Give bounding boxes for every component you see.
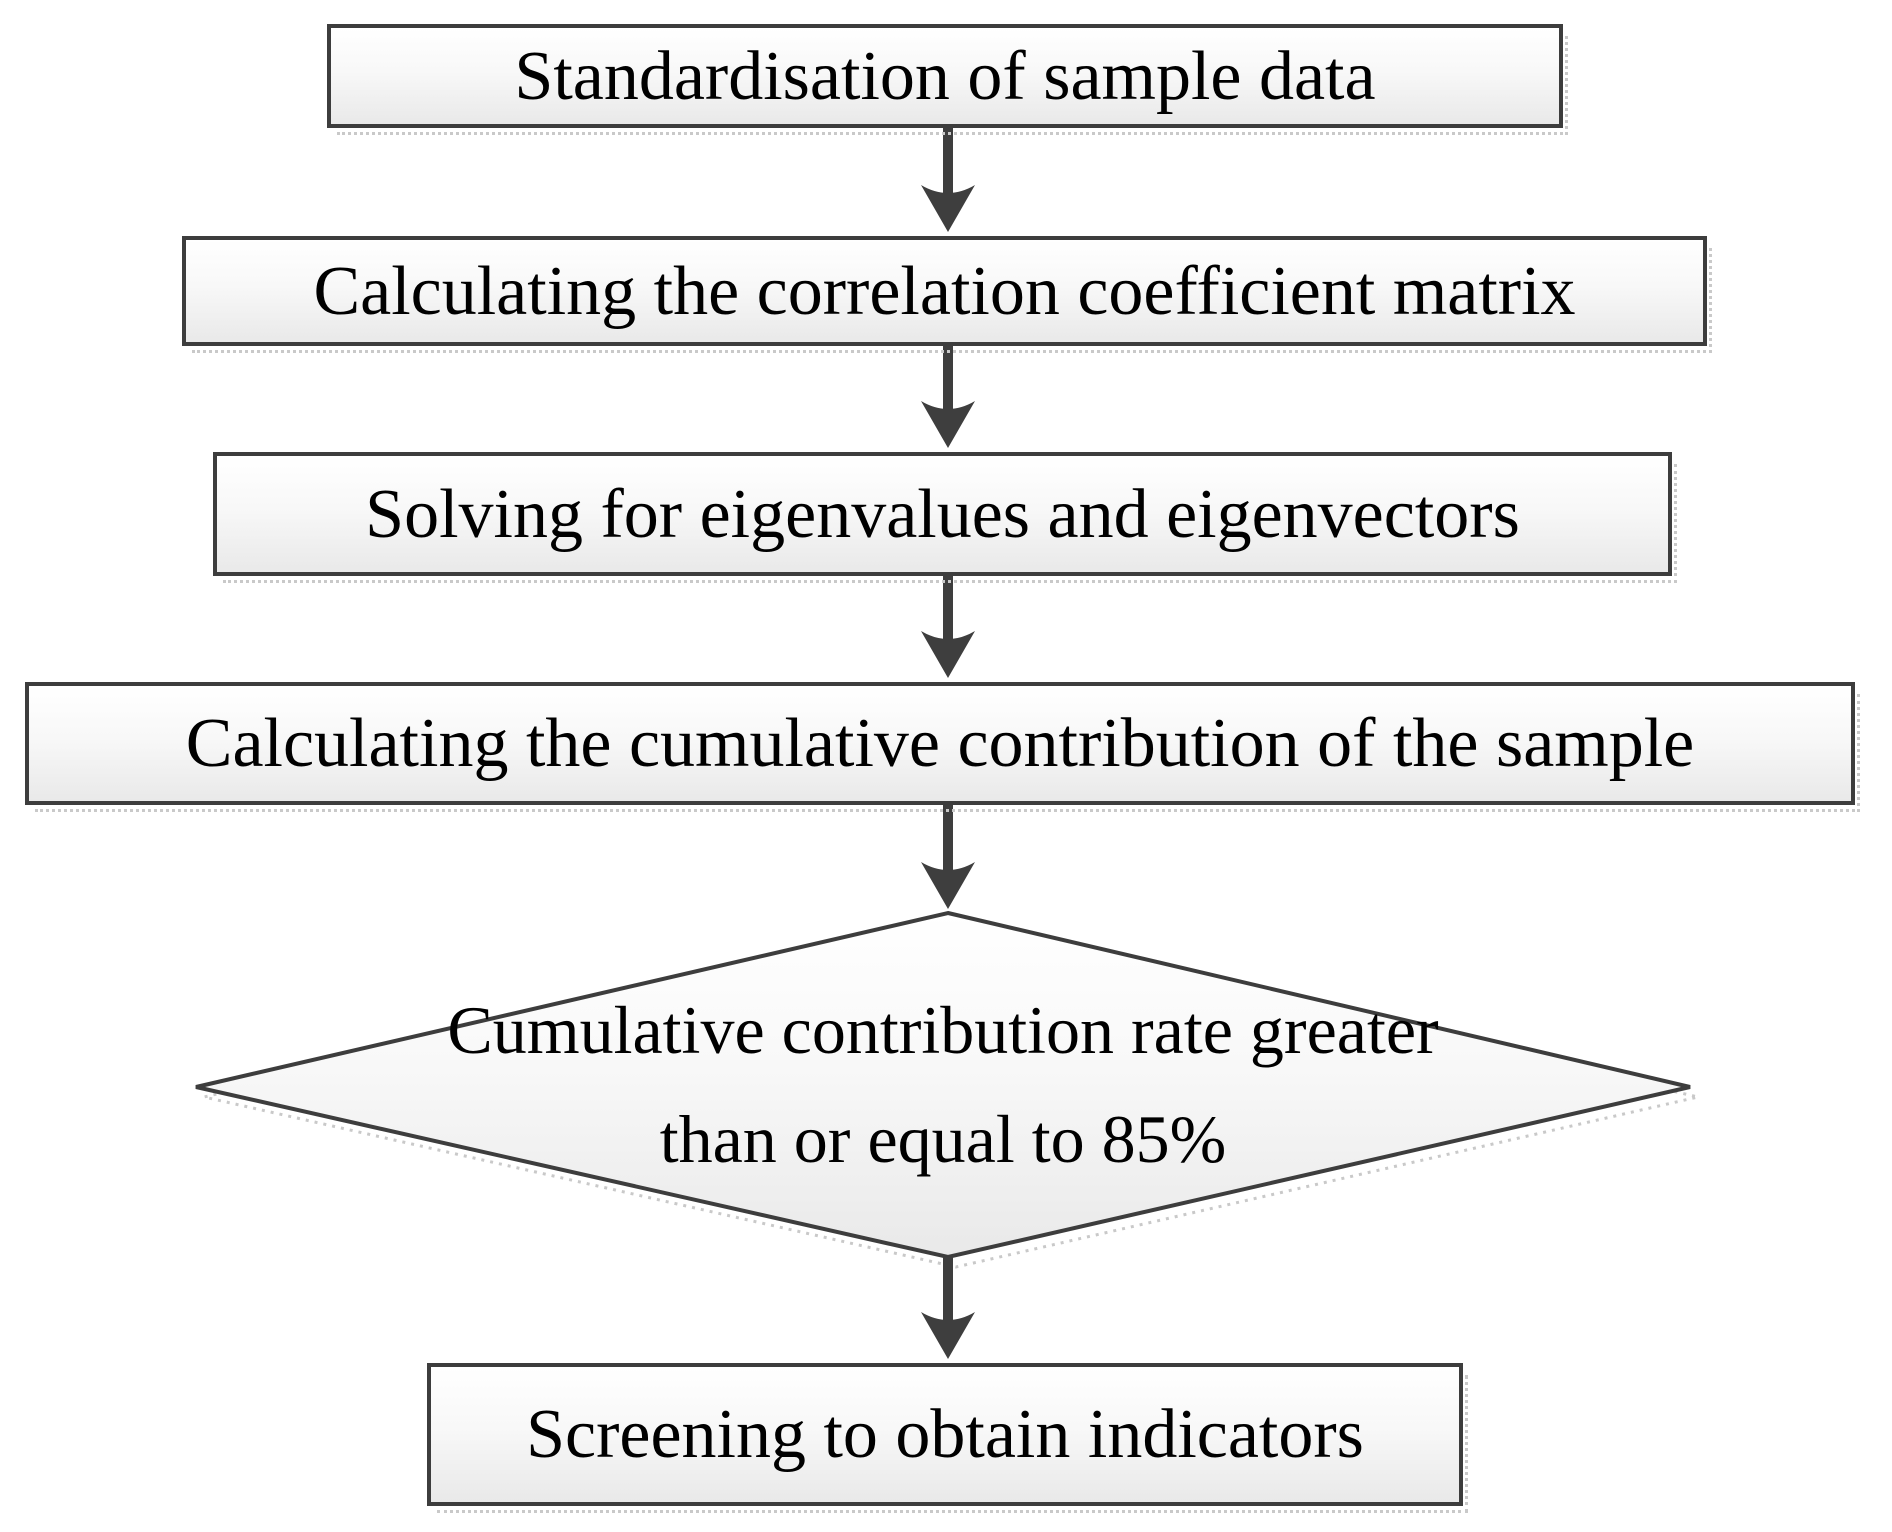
decision-diamond-shadow xyxy=(203,921,1699,1269)
process-label: Calculating the correlation coefficient … xyxy=(313,252,1576,330)
flow-arrow-3 xyxy=(921,576,975,678)
flow-arrow-1 xyxy=(921,128,975,232)
flow-arrow-2 xyxy=(921,346,975,448)
flow-arrow-5 xyxy=(921,1257,975,1359)
decision-label-line-2: than or equal to 85% xyxy=(659,1101,1227,1177)
process-box-eigenvalues: Solving for eigenvalues and eigenvectors xyxy=(213,452,1677,583)
process-label: Screening to obtain indicators xyxy=(526,1396,1364,1473)
flow-arrow-4 xyxy=(921,805,975,909)
decision-label-contribution-rate: Cumulative contribution rate greater tha… xyxy=(196,913,1690,1257)
decision-label-line-1: Cumulative contribution rate greater xyxy=(447,992,1439,1069)
process-box-cumulative-contribution: Calculating the cumulative contribution … xyxy=(25,682,1860,812)
process-box-correlation-matrix: Calculating the correlation coefficient … xyxy=(182,236,1712,353)
process-label: Standardisation of sample data xyxy=(514,37,1376,115)
process-label: Solving for eigenvalues and eigenvectors xyxy=(365,475,1520,553)
process-label: Calculating the cumulative contribution … xyxy=(185,705,1695,782)
process-box-screening: Screening to obtain indicators xyxy=(427,1363,1468,1513)
process-box-standardisation: Standardisation of sample data xyxy=(327,24,1568,135)
